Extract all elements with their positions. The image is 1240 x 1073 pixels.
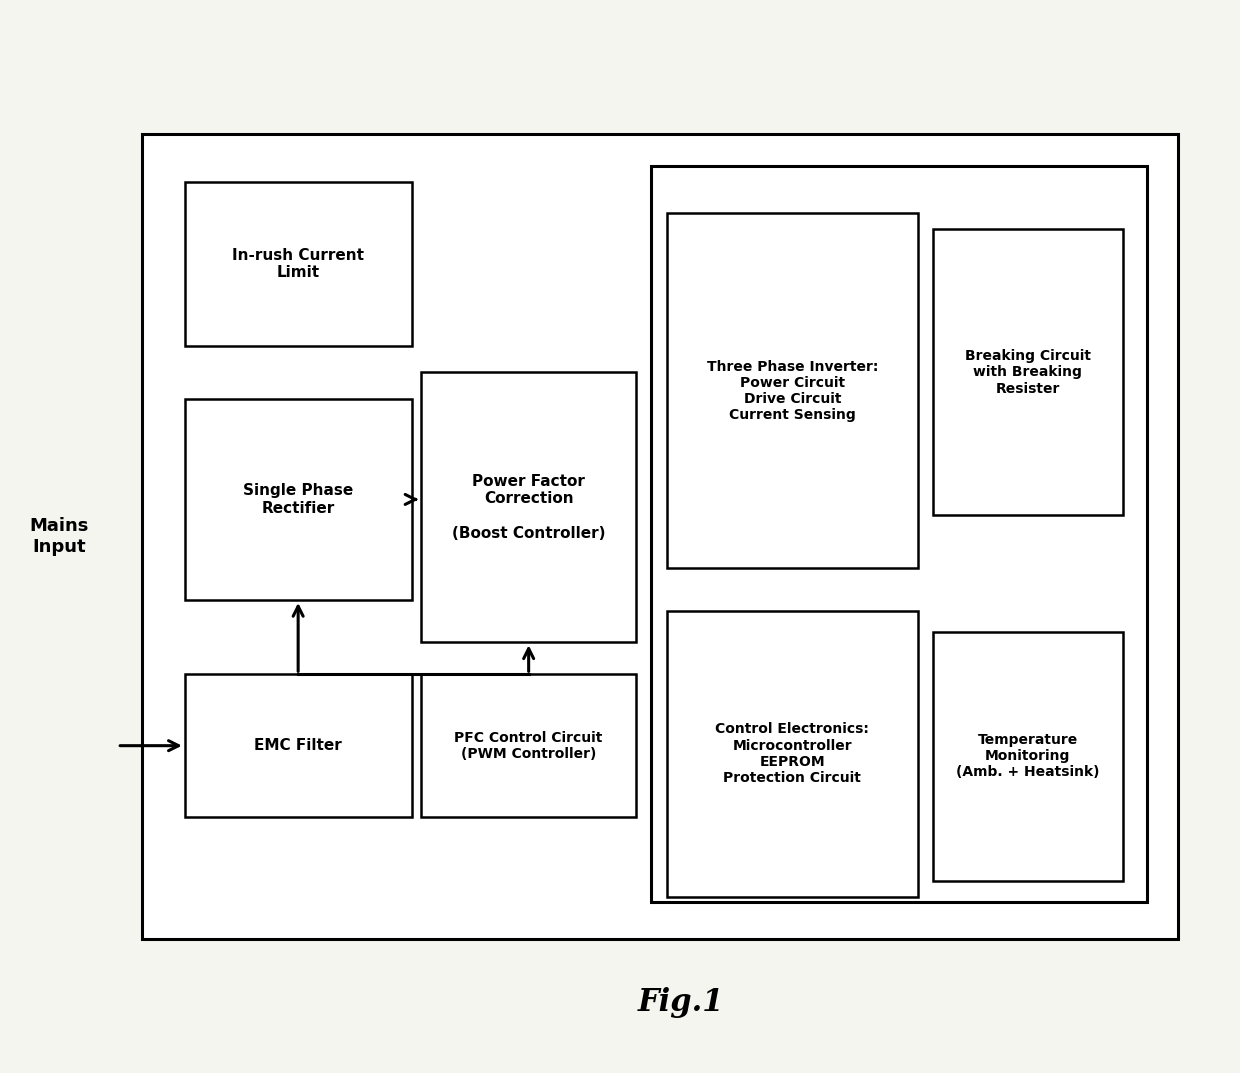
Bar (667, 214, 918, 569)
Bar (185, 674, 412, 818)
Bar (667, 611, 918, 897)
Bar (185, 181, 412, 346)
Text: Control Electronics:
Microcontroller
EEPROM
Protection Circuit: Control Electronics: Microcontroller EEP… (715, 722, 869, 785)
Text: Single Phase
Rectifier: Single Phase Rectifier (243, 483, 353, 516)
Text: Power Factor
Correction

(Boost Controller): Power Factor Correction (Boost Controlle… (451, 474, 605, 541)
Text: PFC Control Circuit
(PWM Controller): PFC Control Circuit (PWM Controller) (455, 731, 603, 761)
Text: EMC Filter: EMC Filter (254, 738, 342, 753)
Text: Temperature
Monitoring
(Amb. + Heatsink): Temperature Monitoring (Amb. + Heatsink) (956, 733, 1100, 779)
Bar (932, 230, 1122, 515)
Text: Breaking Circuit
with Breaking
Resister: Breaking Circuit with Breaking Resister (965, 349, 1091, 396)
Bar (185, 399, 412, 600)
Bar (651, 166, 1147, 902)
Bar (422, 674, 636, 818)
Text: Fig.1: Fig.1 (639, 987, 724, 1018)
Bar (422, 372, 636, 643)
Text: Mains
Input: Mains Input (29, 517, 88, 556)
Text: Three Phase Inverter:
Power Circuit
Drive Circuit
Current Sensing: Three Phase Inverter: Power Circuit Driv… (707, 359, 878, 422)
Text: In-rush Current
Limit: In-rush Current Limit (232, 248, 365, 280)
Bar (932, 632, 1122, 881)
Bar (141, 134, 1178, 939)
